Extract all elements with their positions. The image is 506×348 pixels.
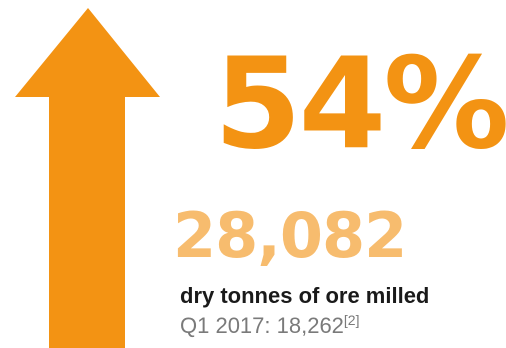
up-arrow-shape [15,8,160,348]
prior-period-text: Q1 2017: 18,262 [180,313,344,338]
prior-period-comparison: Q1 2017: 18,262[2] [180,312,506,340]
percent-change: 54% [214,30,506,177]
footnote-marker: [2] [343,312,360,328]
ore-milled-label: dry tonnes of ore milled [180,283,430,308]
ore-milled-value: 28,082 [173,199,407,272]
